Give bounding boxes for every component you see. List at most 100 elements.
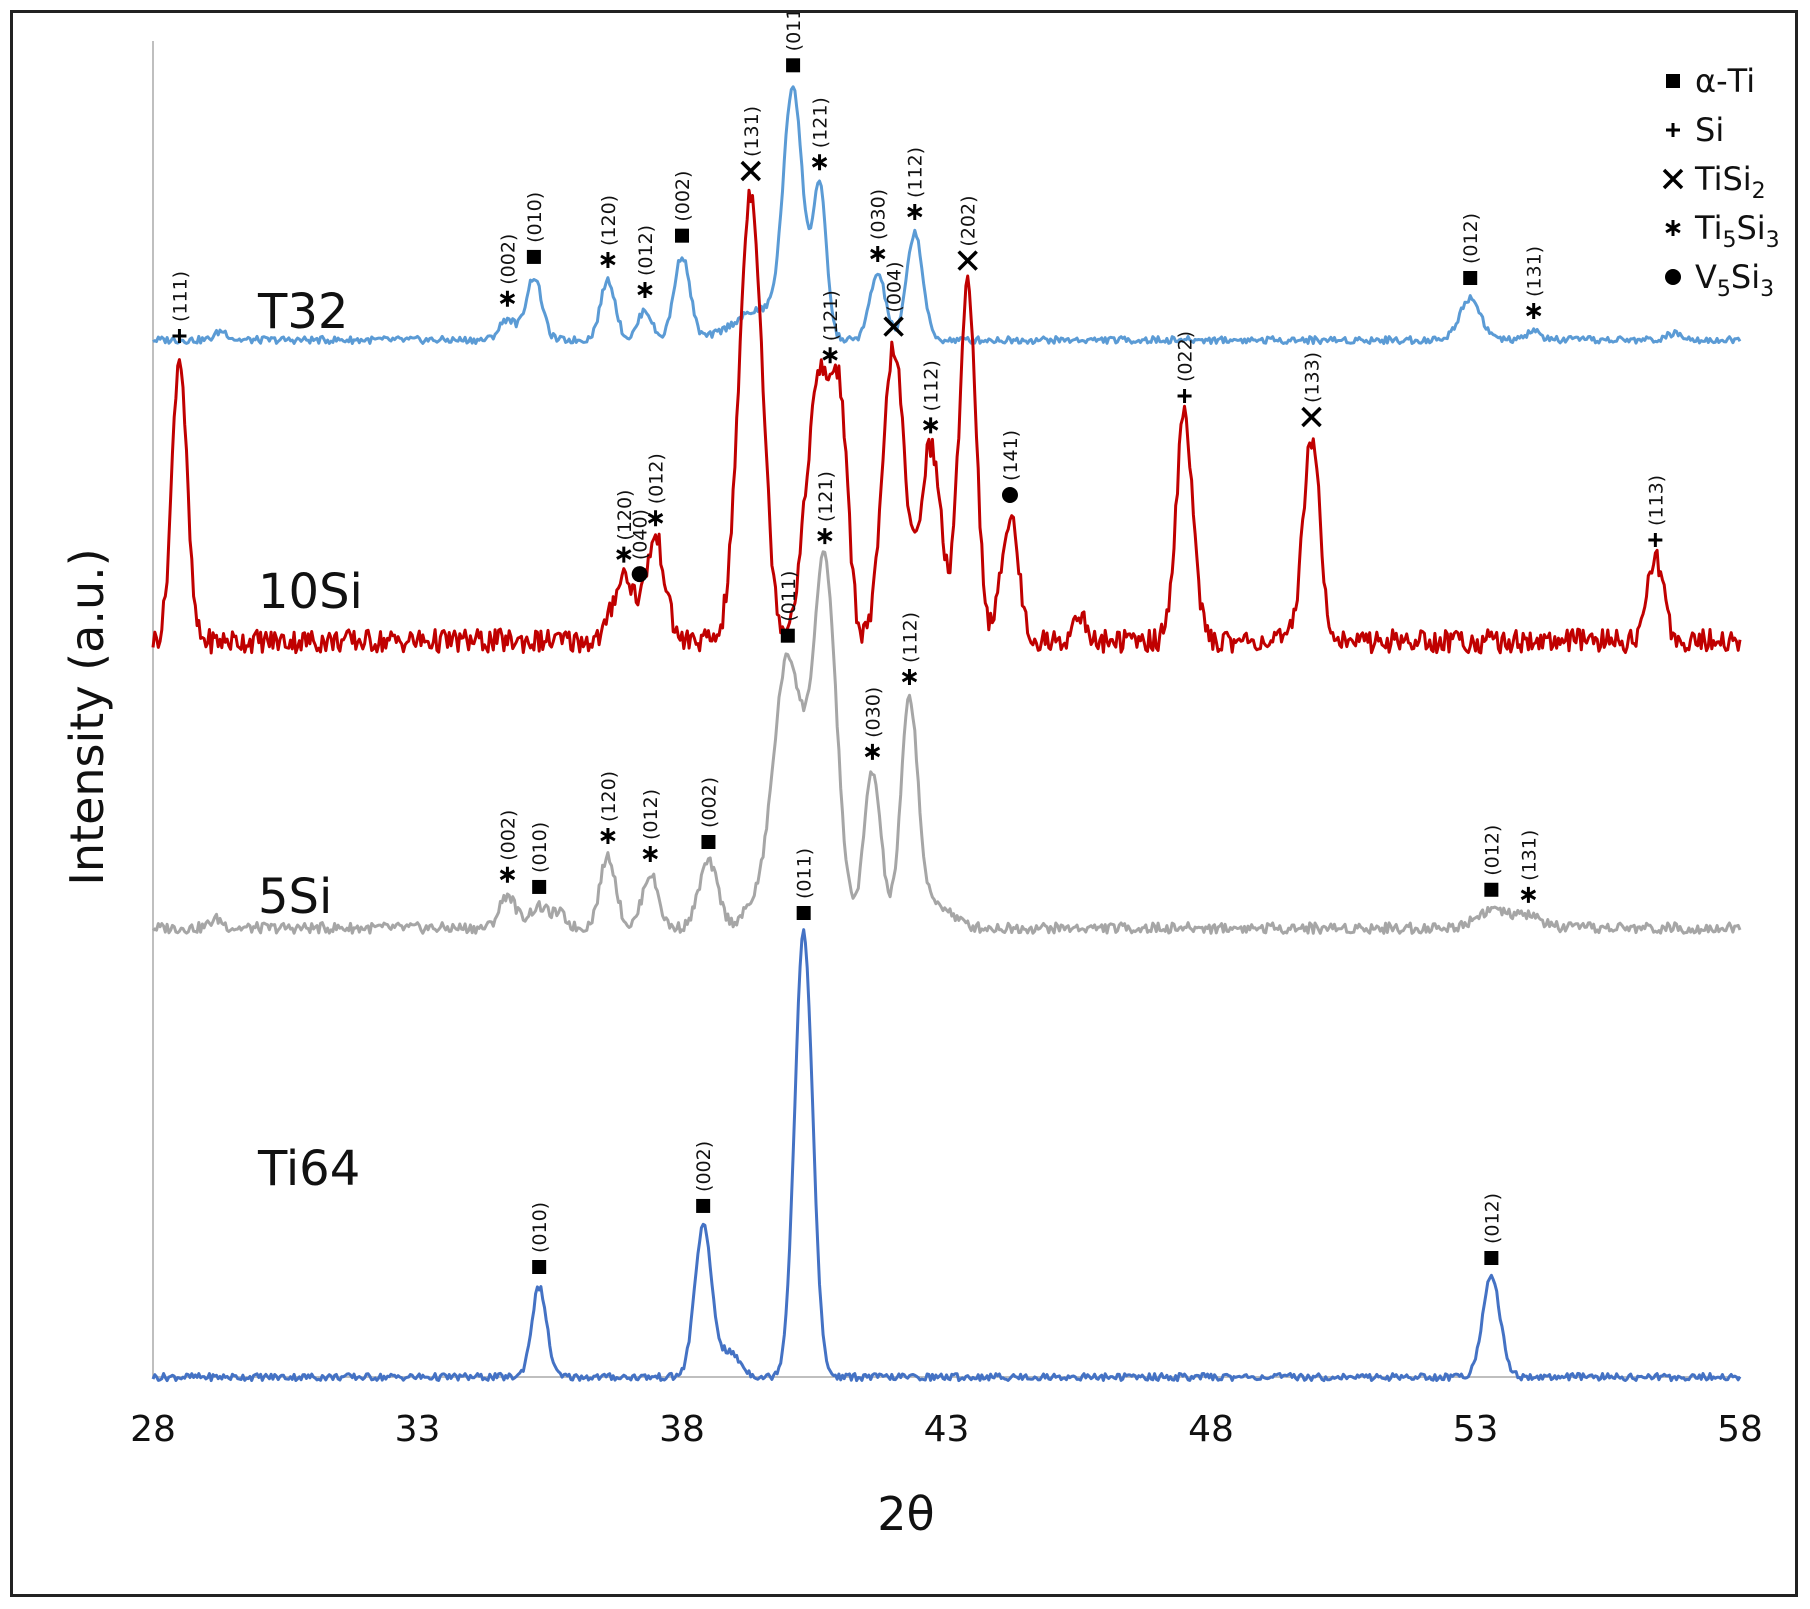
peak-annotation: (002) xyxy=(698,777,720,849)
peak-annotation: (012) xyxy=(646,453,668,527)
series-5si: 5Si xyxy=(152,550,1742,935)
hkl-label: (002) xyxy=(693,1141,715,1192)
hkl-label: (012) xyxy=(1481,1193,1503,1244)
x-tick-label: 28 xyxy=(130,1409,176,1450)
hkl-label: (002) xyxy=(698,777,720,828)
asterisk-marker xyxy=(616,546,632,563)
hkl-label: (004) xyxy=(884,261,906,312)
hkl-label: (121) xyxy=(815,471,837,522)
asterisk-marker xyxy=(811,154,828,171)
peak-annotation: (120) xyxy=(598,771,620,844)
series-line-t32 xyxy=(152,85,1742,345)
square-marker xyxy=(1484,1251,1499,1265)
square-marker xyxy=(526,249,541,264)
legend-circle-marker xyxy=(1665,269,1681,285)
peak-annotation: (010) xyxy=(524,192,546,264)
hkl-label: (141) xyxy=(1000,430,1022,481)
series-label-10si: 10Si xyxy=(258,564,363,620)
asterisk-marker xyxy=(499,866,516,883)
hkl-label: (133) xyxy=(1302,352,1324,403)
peak-annotation: (010) xyxy=(529,1202,551,1274)
asterisk-marker xyxy=(901,669,918,686)
square-marker xyxy=(1484,882,1499,897)
hkl-label: (112) xyxy=(905,147,927,198)
peak-annotation: (113) xyxy=(1645,475,1667,547)
y-axis-title: Intensity (a.u.) xyxy=(60,548,114,885)
peak-annotation: (112) xyxy=(921,360,943,434)
asterisk-marker xyxy=(1520,886,1537,903)
hkl-label: (040) xyxy=(630,509,652,560)
figure-frame: T32 10Si 5Si Ti64 (002) (010) (120) (012) (002)… xyxy=(10,0,1798,1597)
peak-annotation: (012) xyxy=(1481,825,1503,897)
peak-annotation: (002) xyxy=(693,1141,715,1213)
square-marker xyxy=(675,228,689,243)
peak-annotation: (012) xyxy=(635,225,657,298)
cross-marker xyxy=(1301,406,1322,428)
asterisk-marker xyxy=(600,252,616,268)
x-tick-label: 38 xyxy=(659,1409,705,1450)
legend-square-marker xyxy=(1666,74,1680,88)
x-tick-label: 33 xyxy=(395,1409,441,1450)
series-line-5si xyxy=(152,550,1742,935)
peak-annotation: (202) xyxy=(957,195,980,271)
peak-annotation: (002) xyxy=(672,171,694,243)
square-marker xyxy=(701,834,716,849)
peak-annotation: (040) xyxy=(630,509,652,583)
peak-annotations: (002)(010) (120)(012)(002)(011)(121)(030)… xyxy=(169,0,1667,1274)
axes xyxy=(152,41,1740,1378)
peak-annotation: (112) xyxy=(899,612,921,686)
hkl-label: (012) xyxy=(635,225,657,276)
series-label-5si: 5Si xyxy=(258,869,332,925)
hkl-label: (030) xyxy=(862,687,884,738)
hkl-label: (011) xyxy=(794,848,816,899)
series-layer: T32 10Si 5Si Ti64 xyxy=(151,85,1742,1383)
peak-annotation: (131) xyxy=(1518,830,1540,903)
legend-entry: α-Ti xyxy=(1666,62,1755,100)
series-t32: T32 xyxy=(152,85,1742,345)
asterisk-marker xyxy=(499,290,516,307)
hkl-label: (012) xyxy=(646,453,668,504)
hkl-label: (121) xyxy=(820,290,842,341)
peak-annotation: (012) xyxy=(1460,213,1482,285)
cross-marker xyxy=(957,250,978,271)
legend-label: V5Si3 xyxy=(1695,258,1774,302)
legend-entry: Ti5Si3 xyxy=(1665,209,1780,253)
hkl-label: (120) xyxy=(614,490,636,541)
asterisk-marker xyxy=(637,281,653,298)
asterisk-marker xyxy=(1526,303,1542,319)
hkl-label: (202) xyxy=(958,195,980,246)
asterisk-marker xyxy=(642,846,658,862)
asterisk-marker xyxy=(907,203,923,220)
peak-annotation: (112) xyxy=(905,147,927,220)
peak-annotation: (012) xyxy=(1481,1193,1503,1265)
asterisk-marker xyxy=(864,743,881,760)
series-label-t32: T32 xyxy=(257,284,348,340)
asterisk-marker xyxy=(600,828,616,844)
legend-asterisk-marker xyxy=(1665,220,1681,236)
hkl-label: (111) xyxy=(169,271,191,322)
hkl-label: (112) xyxy=(899,612,921,663)
peak-annotation: (131) xyxy=(740,106,763,182)
asterisk-marker xyxy=(870,245,886,262)
hkl-label: (120) xyxy=(598,195,620,246)
peak-annotation: (011) xyxy=(783,0,805,73)
hkl-label: (011) xyxy=(783,13,805,51)
peak-annotation: (010) xyxy=(529,822,551,894)
x-tick-label: 53 xyxy=(1453,1409,1499,1450)
plus-marker xyxy=(1648,533,1663,547)
hkl-label: (120) xyxy=(598,771,620,822)
peak-annotation: (121) xyxy=(810,97,832,171)
legend-label: Ti5Si3 xyxy=(1694,209,1780,253)
peak-annotation: (111) xyxy=(169,271,191,343)
hkl-label: (112) xyxy=(921,360,943,411)
legend-entry: V5Si3 xyxy=(1665,258,1774,302)
series-line-10si xyxy=(151,188,1742,655)
hkl-label: (002) xyxy=(497,234,519,285)
square-marker xyxy=(1463,271,1478,285)
hkl-label: (131) xyxy=(1524,246,1546,297)
x-tick-label: 43 xyxy=(924,1409,970,1450)
hkl-label: (002) xyxy=(672,171,694,222)
series-ti64: Ti64 xyxy=(151,928,1742,1383)
peak-annotation: (121) xyxy=(815,471,837,545)
hkl-label: (010) xyxy=(529,822,551,873)
